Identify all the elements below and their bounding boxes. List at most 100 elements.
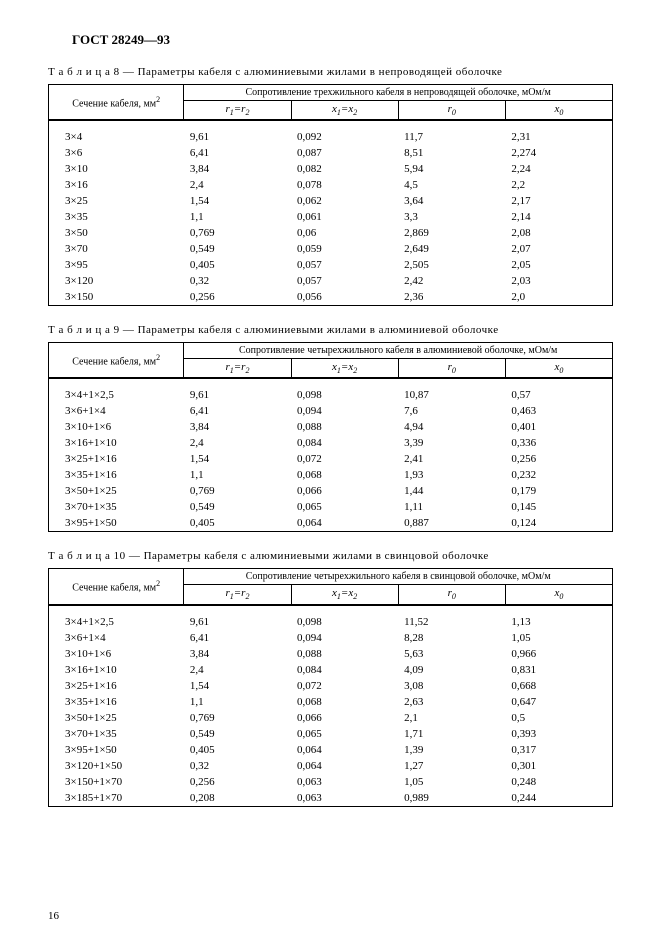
- cell-x1x2: 0,064: [291, 742, 398, 758]
- cell-x1x2: 0,068: [291, 694, 398, 710]
- cell-x0: 0,232: [505, 467, 612, 483]
- cell-r1r2: 1,1: [184, 209, 291, 225]
- table-title-t10: Т а б л и ц а 10 — Параметры кабеля с ал…: [48, 550, 613, 562]
- cell-section: 3×25+1×16: [49, 678, 184, 694]
- cell-x0: 0,393: [505, 726, 612, 742]
- table-row: 3×120 0,32 0,057 2,42 2,03: [49, 273, 613, 289]
- cell-r1r2: 3,84: [184, 646, 291, 662]
- cell-x0: 0,831: [505, 662, 612, 678]
- cell-x1x2: 0,066: [291, 710, 398, 726]
- cell-section: 3×185+1×70: [49, 790, 184, 807]
- cell-r0: 0,989: [398, 790, 505, 807]
- cell-r1r2: 0,549: [184, 726, 291, 742]
- table-row: 3×16+1×10 2,4 0,084 4,09 0,831: [49, 662, 613, 678]
- cell-r0: 10,87: [398, 387, 505, 403]
- section-header-t10: Сечение кабеля, мм2: [49, 569, 184, 605]
- cell-r1r2: 0,256: [184, 289, 291, 306]
- cell-r0: 8,51: [398, 145, 505, 161]
- cell-x0: 2,14: [505, 209, 612, 225]
- cell-r1r2: 0,405: [184, 257, 291, 273]
- cell-x1x2: 0,066: [291, 483, 398, 499]
- table-row: 3×35+1×16 1,1 0,068 2,63 0,647: [49, 694, 613, 710]
- cell-r1r2: 2,4: [184, 662, 291, 678]
- cell-x0: 0,124: [505, 515, 612, 532]
- data-table-t9: Сечение кабеля, мм2 Сопротивление четыре…: [48, 342, 613, 532]
- table-row: 3×95+1×50 0,405 0,064 0,887 0,124: [49, 515, 613, 532]
- cell-r1r2: 6,41: [184, 403, 291, 419]
- cell-x0: 0,668: [505, 678, 612, 694]
- cell-r0: 2,36: [398, 289, 505, 306]
- col-header-t9-3: x0: [505, 359, 612, 379]
- cell-section: 3×25: [49, 193, 184, 209]
- cell-section: 3×6+1×4: [49, 403, 184, 419]
- cell-x1x2: 0,06: [291, 225, 398, 241]
- cell-r0: 2,63: [398, 694, 505, 710]
- cell-x0: 0,179: [505, 483, 612, 499]
- cell-section: 3×16+1×10: [49, 435, 184, 451]
- cell-r0: 3,39: [398, 435, 505, 451]
- table-row: 3×35 1,1 0,061 3,3 2,14: [49, 209, 613, 225]
- cell-r0: 3,08: [398, 678, 505, 694]
- cell-r1r2: 0,769: [184, 710, 291, 726]
- cell-x1x2: 0,064: [291, 758, 398, 774]
- cell-r0: 1,27: [398, 758, 505, 774]
- cell-r0: 3,64: [398, 193, 505, 209]
- table-row: 3×95+1×50 0,405 0,064 1,39 0,317: [49, 742, 613, 758]
- cell-x1x2: 0,064: [291, 515, 398, 532]
- table-row: 3×10 3,84 0,082 5,94 2,24: [49, 161, 613, 177]
- cell-section: 3×50: [49, 225, 184, 241]
- cell-r0: 2,505: [398, 257, 505, 273]
- cell-r0: 7,6: [398, 403, 505, 419]
- cell-x1x2: 0,072: [291, 678, 398, 694]
- cell-r1r2: 0,549: [184, 241, 291, 257]
- cell-r1r2: 0,405: [184, 742, 291, 758]
- cell-x1x2: 0,057: [291, 257, 398, 273]
- cell-x0: 2,03: [505, 273, 612, 289]
- cell-x0: 0,336: [505, 435, 612, 451]
- cell-r1r2: 6,41: [184, 145, 291, 161]
- cell-x1x2: 0,062: [291, 193, 398, 209]
- section-header-t8: Сечение кабеля, мм2: [49, 85, 184, 121]
- table-row: 3×95 0,405 0,057 2,505 2,05: [49, 257, 613, 273]
- cell-r1r2: 9,61: [184, 387, 291, 403]
- col-header-t10-1: x1=x2: [291, 585, 398, 605]
- cell-x0: 0,145: [505, 499, 612, 515]
- cell-x1x2: 0,065: [291, 726, 398, 742]
- cell-r1r2: 0,769: [184, 225, 291, 241]
- table-row: 3×10+1×6 3,84 0,088 5,63 0,966: [49, 646, 613, 662]
- table-row: 3×6+1×4 6,41 0,094 7,6 0,463: [49, 403, 613, 419]
- cell-x1x2: 0,072: [291, 451, 398, 467]
- table-row: 3×150 0,256 0,056 2,36 2,0: [49, 289, 613, 306]
- cell-x1x2: 0,057: [291, 273, 398, 289]
- cell-section: 3×50+1×25: [49, 710, 184, 726]
- cell-section: 3×95: [49, 257, 184, 273]
- cell-section: 3×95+1×50: [49, 742, 184, 758]
- cell-r0: 4,09: [398, 662, 505, 678]
- cell-r0: 2,869: [398, 225, 505, 241]
- cell-r1r2: 2,4: [184, 435, 291, 451]
- cell-x0: 0,317: [505, 742, 612, 758]
- cell-x1x2: 0,061: [291, 209, 398, 225]
- cell-x0: 0,463: [505, 403, 612, 419]
- col-header-t9-0: r1=r2: [184, 359, 291, 379]
- table-row: 3×4+1×2,5 9,61 0,098 11,52 1,13: [49, 614, 613, 630]
- cell-x0: 0,57: [505, 387, 612, 403]
- group-header-t9: Сопротивление четырехжильного кабеля в а…: [184, 343, 613, 359]
- cell-x0: 2,31: [505, 129, 612, 145]
- cell-r0: 0,887: [398, 515, 505, 532]
- cell-x0: 2,24: [505, 161, 612, 177]
- cell-x0: 0,647: [505, 694, 612, 710]
- cell-section: 3×4+1×2,5: [49, 387, 184, 403]
- page-number: 16: [48, 910, 59, 922]
- cell-x0: 0,248: [505, 774, 612, 790]
- table-row: 3×35+1×16 1,1 0,068 1,93 0,232: [49, 467, 613, 483]
- cell-section: 3×120: [49, 273, 184, 289]
- cell-section: 3×50+1×25: [49, 483, 184, 499]
- cell-section: 3×16+1×10: [49, 662, 184, 678]
- cell-r1r2: 1,54: [184, 451, 291, 467]
- cell-x0: 2,05: [505, 257, 612, 273]
- cell-x1x2: 0,084: [291, 662, 398, 678]
- cell-r0: 3,3: [398, 209, 505, 225]
- data-table-t10: Сечение кабеля, мм2 Сопротивление четыре…: [48, 568, 613, 806]
- table-row: 3×120+1×50 0,32 0,064 1,27 0,301: [49, 758, 613, 774]
